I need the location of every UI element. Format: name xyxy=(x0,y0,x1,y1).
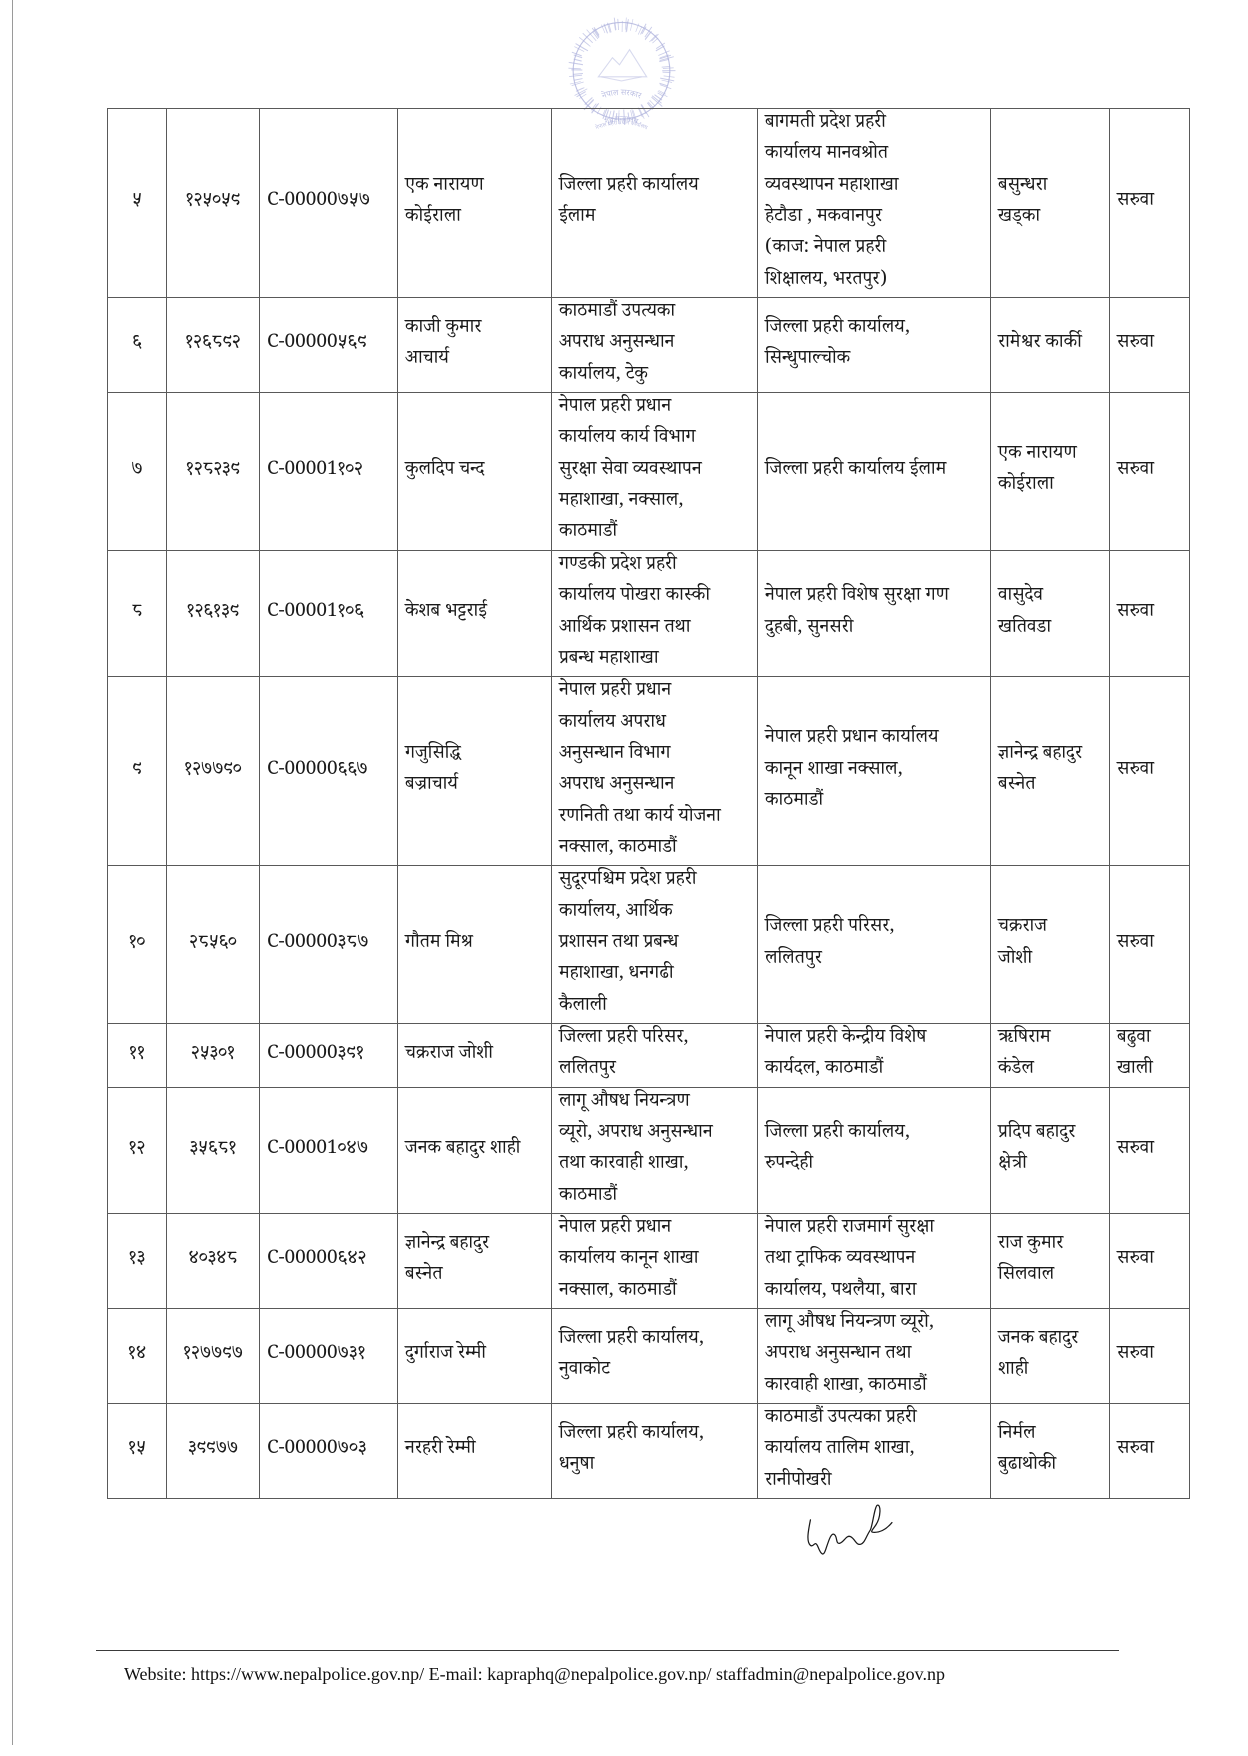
svg-text:नेपाल सरकार: नेपाल सरकार xyxy=(600,88,644,105)
